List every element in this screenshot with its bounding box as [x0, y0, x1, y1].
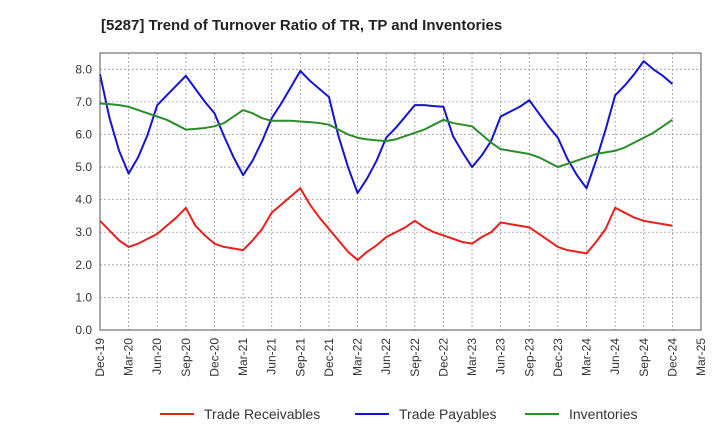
- x-tick-label: Jun-21: [265, 338, 279, 375]
- grid: [99, 53, 702, 331]
- x-tick-label: Jun-24: [608, 338, 622, 375]
- x-tick-label: Dec-22: [436, 338, 450, 377]
- y-tick-label: 5.0: [75, 160, 92, 174]
- y-axis-ticks: 0.0 1.0 2.0 3.0 4.0 5.0 6.0 7.0 8.0: [75, 62, 92, 337]
- y-tick-label: 3.0: [75, 225, 92, 239]
- series-line-0: [99, 187, 673, 261]
- y-tick-label: 4.0: [75, 193, 92, 207]
- y-tick-label: 6.0: [75, 127, 92, 141]
- y-tick-label: 2.0: [75, 258, 92, 272]
- x-tick-label: Sep-23: [522, 338, 536, 377]
- legend: Trade Receivables Trade Payables Inventori…: [160, 406, 637, 422]
- x-tick-label: Mar-22: [351, 338, 365, 376]
- series-layer: [99, 60, 674, 261]
- y-tick-label: 0.0: [75, 323, 92, 337]
- x-tick-label: Sep-22: [408, 338, 422, 377]
- x-tick-label: Mar-24: [580, 338, 594, 376]
- x-tick-label: Mar-25: [694, 338, 708, 376]
- legend-label-1: Trade Payables: [399, 406, 497, 422]
- x-tick-label: Jun-22: [379, 338, 393, 375]
- legend-label-2: Inventories: [569, 406, 637, 422]
- y-tick-label: 8.0: [75, 62, 92, 76]
- x-tick-label: Mar-20: [122, 338, 136, 376]
- x-axis-ticks: Dec-19 Mar-20 Jun-20 Sep-20 Dec-20 Mar-21 Jun-…: [93, 338, 708, 377]
- legend-label-0: Trade Receivables: [204, 406, 320, 422]
- plot-frame: [99, 52, 702, 331]
- series-line-2: [99, 102, 673, 169]
- x-tick-label: Dec-19: [93, 338, 107, 377]
- x-tick-label: Sep-21: [293, 338, 307, 377]
- x-tick-label: Dec-20: [207, 338, 221, 377]
- x-tick-label: Dec-24: [665, 338, 679, 377]
- x-tick-label: Mar-23: [465, 338, 479, 376]
- x-tick-label: Dec-21: [322, 338, 336, 377]
- series-line-1: [99, 60, 674, 195]
- x-tick-label: Dec-23: [551, 338, 565, 377]
- x-tick-label: Jun-20: [150, 338, 164, 375]
- x-tick-label: Sep-20: [179, 338, 193, 377]
- x-tick-label: Sep-24: [637, 338, 651, 377]
- y-tick-label: 7.0: [75, 95, 92, 109]
- x-tick-label: Mar-21: [236, 338, 250, 376]
- x-tick-label: Jun-23: [494, 338, 508, 375]
- chart-title: [5287] Trend of Turnover Ratio of TR, TP…: [101, 17, 502, 34]
- y-tick-label: 1.0: [75, 290, 92, 304]
